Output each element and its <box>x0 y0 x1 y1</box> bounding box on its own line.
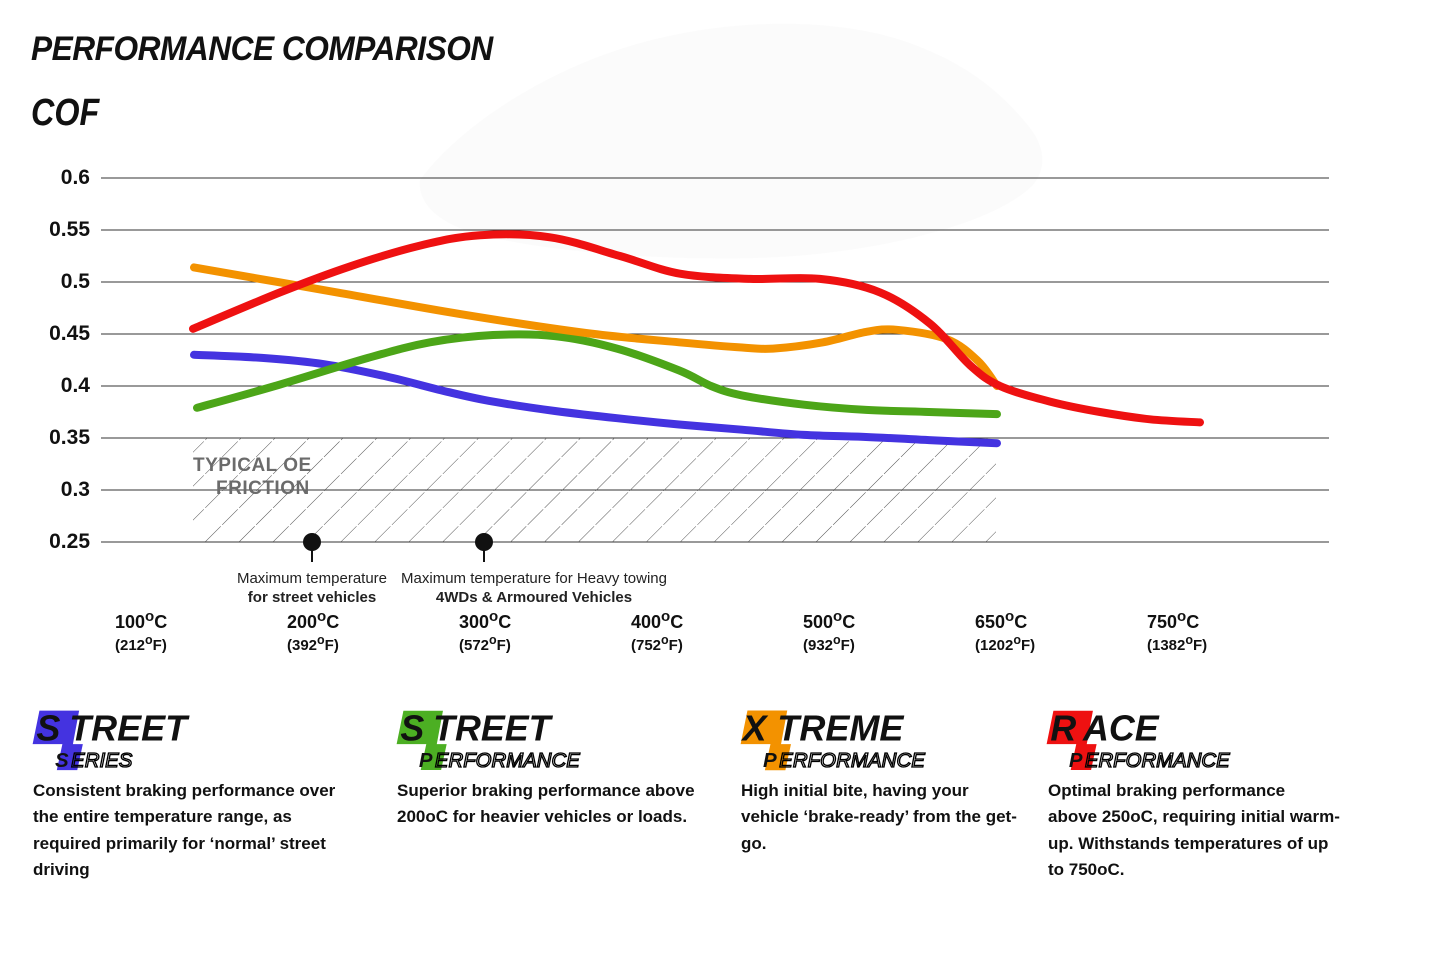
svg-text:ERFORMANCE: ERFORMANCE <box>779 749 925 772</box>
svg-text:S: S <box>55 749 69 772</box>
svg-text:X: X <box>740 707 768 748</box>
svg-text:TREME: TREME <box>777 707 904 748</box>
svg-text:ERFORMANCE: ERFORMANCE <box>435 750 580 772</box>
svg-text:P: P <box>419 750 433 772</box>
svg-text:ERFORMANCE: ERFORMANCE <box>1085 750 1230 772</box>
svg-text:P: P <box>763 749 777 772</box>
svg-text:S: S <box>36 707 60 748</box>
svg-text:R: R <box>1050 708 1076 748</box>
svg-text:P: P <box>1069 750 1083 772</box>
svg-text:ERIES: ERIES <box>71 749 133 772</box>
svg-text:S: S <box>400 708 424 748</box>
svg-text:TREET: TREET <box>69 707 190 748</box>
svg-text:ACE: ACE <box>1082 708 1160 748</box>
svg-text:TREET: TREET <box>433 708 554 748</box>
